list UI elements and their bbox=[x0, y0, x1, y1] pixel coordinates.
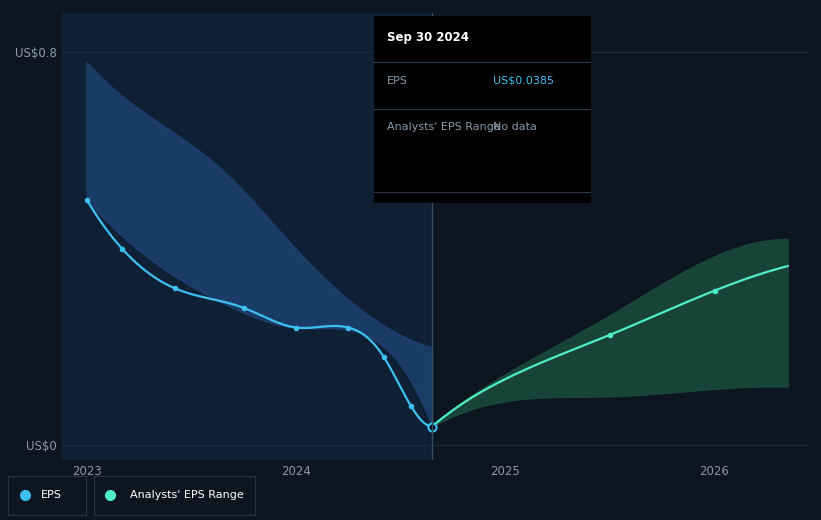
Text: Analysts' EPS Range: Analysts' EPS Range bbox=[387, 122, 500, 132]
Text: Analysts' EPS Range: Analysts' EPS Range bbox=[130, 490, 243, 500]
Text: EPS: EPS bbox=[387, 75, 407, 85]
Point bbox=[289, 323, 302, 332]
Text: Sep 30 2024: Sep 30 2024 bbox=[387, 31, 469, 44]
Text: Analysts Forecasts: Analysts Forecasts bbox=[447, 43, 544, 53]
Point bbox=[168, 284, 181, 292]
Point bbox=[342, 323, 355, 332]
Point bbox=[603, 331, 617, 339]
Point bbox=[405, 402, 418, 410]
Text: No data: No data bbox=[493, 122, 537, 132]
Text: US$0.0385: US$0.0385 bbox=[493, 75, 554, 85]
Point bbox=[237, 304, 250, 312]
Text: Actual: Actual bbox=[391, 43, 424, 53]
Point bbox=[708, 287, 721, 295]
Text: EPS: EPS bbox=[41, 490, 62, 500]
Point bbox=[116, 245, 129, 253]
Point bbox=[378, 353, 391, 361]
Bar bbox=[62, 13, 432, 460]
Point bbox=[425, 422, 438, 431]
Point bbox=[80, 196, 94, 204]
